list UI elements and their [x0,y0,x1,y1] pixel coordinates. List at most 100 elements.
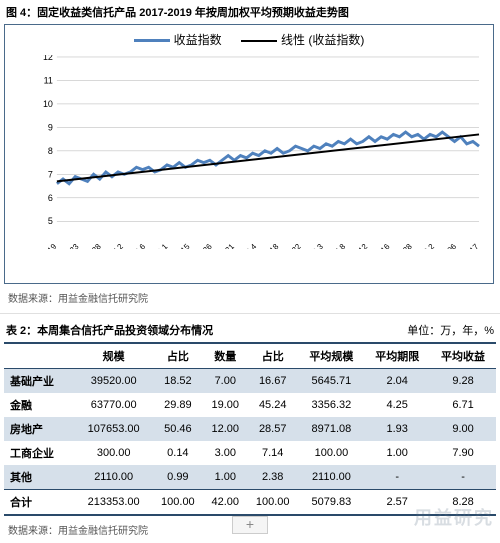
table-cell: 50.46 [152,417,204,441]
table-header-row: 规模占比数量占比平均规模平均期限平均收益 [4,343,496,369]
chart-title: 图 4：固定收益类信托产品 2017-2019 年按周加权平均预期收益走势图 [0,0,500,24]
svg-text:6.3: 6.3 [311,242,326,249]
svg-text:10: 10 [43,99,53,109]
table-col-header: 平均收益 [430,343,496,369]
table-cell: 合计 [4,490,75,516]
table-cell: 18.52 [152,369,204,394]
table-col-header: 平均期限 [364,343,430,369]
table-cell: - [364,465,430,490]
table-cell: 房地产 [4,417,75,441]
legend-label-trend: 线性 (收益指数) [281,33,364,47]
table-cell: 7.90 [430,441,496,465]
table-col-header: 规模 [75,343,152,369]
table-col-header: 平均规模 [299,343,365,369]
table-cell: 42.00 [204,490,247,516]
table-col-header: 占比 [247,343,299,369]
table-col-header: 占比 [152,343,204,369]
table-cell: 9.28 [430,369,496,394]
table-cell: 63770.00 [75,393,152,417]
table-row: 房地产107653.0050.4612.0028.578971.081.939.… [4,417,496,441]
svg-text:3.19: 3.19 [41,242,59,249]
table-row: 基础产业39520.0018.527.0016.675645.712.049.2… [4,369,496,394]
data-table: 规模占比数量占比平均规模平均期限平均收益 基础产业39520.0018.527.… [4,342,496,516]
table-cell: 1.00 [364,441,430,465]
table-cell: 213353.00 [75,490,152,516]
table-cell: 45.24 [247,393,299,417]
svg-text:2.17: 2.17 [463,242,481,249]
svg-text:11: 11 [44,75,53,85]
chart-legend: 收益指数 线性 (收益指数) [5,25,493,50]
table-cell: 工商企业 [4,441,75,465]
svg-text:9: 9 [48,122,53,132]
expand-button[interactable]: + [232,516,268,534]
table-cell: 8971.08 [299,417,365,441]
table-cell: 1.93 [364,417,430,441]
table-cell: 12.00 [204,417,247,441]
svg-text:5: 5 [48,216,53,226]
table-cell: 28.57 [247,417,299,441]
table-cell: 2.38 [247,465,299,490]
svg-text:10.28: 10.28 [393,242,414,249]
table-row: 工商企业300.000.143.007.14100.001.007.90 [4,441,496,465]
table-cell: 39520.00 [75,369,152,394]
table-cell: 5645.71 [299,369,365,394]
svg-text:12.31: 12.31 [216,242,237,249]
svg-text:6: 6 [48,193,53,203]
table-unit: 单位：万，年，% [407,322,494,338]
chart-plot-area: 5 6 7 8 9 10 11 12 3.19 4.23 5.28 7.2 8.6 9.110.1511.… [35,55,483,249]
table-cell: 100.00 [152,490,204,516]
chart-source: 数据来源：用益金融信托研究院 [0,284,500,311]
svg-text:8.12: 8.12 [352,242,370,249]
svg-text:7.8: 7.8 [333,242,348,249]
svg-text:7: 7 [48,169,53,179]
chart-svg: 5 6 7 8 9 10 11 12 3.19 4.23 5.28 7.2 8.6 9.110.1511.… [35,55,483,249]
svg-text:9.1: 9.1 [155,242,170,249]
table-cell: 3356.32 [299,393,365,417]
table-title: 表 2：本周集合信托产品投资领域分布情况 [6,322,213,338]
svg-text:8.6: 8.6 [133,242,148,249]
svg-text:12: 12 [43,55,53,62]
table-cell: 16.67 [247,369,299,394]
table-cell: 29.89 [152,393,204,417]
table-row: 其他2110.000.991.002.382110.00-- [4,465,496,490]
table-cell: 2.04 [364,369,430,394]
table-cell: 7.00 [204,369,247,394]
table-row: 金融63770.0029.8919.0045.243356.324.256.71 [4,393,496,417]
legend-trend: 线性 (收益指数) [241,31,364,48]
svg-text:11.26: 11.26 [194,242,214,249]
table-cell: 1.00 [204,465,247,490]
svg-text:1.06: 1.06 [441,242,459,249]
table-body: 基础产业39520.0018.527.0016.675645.712.049.2… [4,369,496,516]
watermark: 用益研究 [414,504,494,530]
table-cell: 3.00 [204,441,247,465]
svg-text:7.2: 7.2 [111,242,126,249]
legend-swatch-series [134,39,170,42]
table-cell: 2110.00 [299,465,365,490]
table-cell: 0.14 [152,441,204,465]
svg-text:8: 8 [48,146,53,156]
table-cell: 100.00 [299,441,365,465]
table-cell: 100.00 [247,490,299,516]
table-cell: 107653.00 [75,417,152,441]
table-cell: 金融 [4,393,75,417]
table-cell: 9.00 [430,417,496,441]
table-cell: - [430,465,496,490]
table-cell: 4.25 [364,393,430,417]
chart-container: 收益指数 线性 (收益指数) 5 6 7 8 9 10 11 12 3.19 4.23 5.28 7.… [4,24,494,284]
table-cell: 7.14 [247,441,299,465]
svg-text:5.28: 5.28 [85,242,103,249]
table-cell: 300.00 [75,441,152,465]
table-col-header: 数量 [204,343,247,369]
legend-swatch-trend [241,40,277,42]
svg-text:3.18: 3.18 [263,242,281,249]
legend-series: 收益指数 [134,31,222,48]
table-cell: 其他 [4,465,75,490]
table-cell: 6.71 [430,393,496,417]
svg-text:10.15: 10.15 [171,242,192,249]
svg-text:4.22: 4.22 [285,242,303,249]
table-col-header [4,343,75,369]
table-cell: 5079.83 [299,490,365,516]
svg-text:12.2: 12.2 [419,242,437,249]
svg-text:2.4: 2.4 [244,242,259,249]
svg-text:4.23: 4.23 [63,242,81,249]
